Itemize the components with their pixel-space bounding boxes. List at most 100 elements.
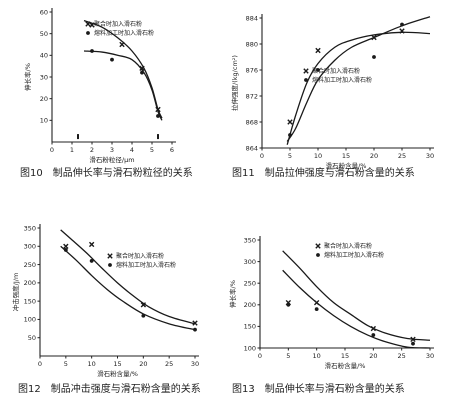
series-line-1 xyxy=(60,229,196,325)
chart-panel-4: 0 5 10 15 20 25 30 100 150 200 250 300 350 滑石粉含量/% 伸长率… xyxy=(228,236,434,395)
data-point xyxy=(77,134,79,140)
x-tick-label: 10 xyxy=(314,152,322,160)
y-tick-label: 50 xyxy=(40,30,48,38)
x-tick-label: 15 xyxy=(341,352,349,360)
data-point xyxy=(157,134,159,140)
y-tick-label: 864 xyxy=(246,144,258,152)
series-line-1 xyxy=(282,250,431,341)
x-tick-label: 25 xyxy=(165,360,173,368)
data-point-series-2 xyxy=(400,22,404,27)
legend-label-1: 聚合时加入滑石粉 xyxy=(324,242,372,250)
legend-marker-1 xyxy=(303,68,309,74)
y-tick-label: 880 xyxy=(246,40,258,48)
x-tick-label: 25 xyxy=(398,352,406,360)
series-line-2 xyxy=(60,245,196,331)
data-point-series-1 xyxy=(140,302,147,308)
data-point-series-1 xyxy=(119,41,125,48)
x-tick-label: 20 xyxy=(370,152,378,160)
y-tick-label: 350 xyxy=(244,236,256,244)
chart-panel-2: 0 5 10 15 20 25 30 864 868 872 876 880 884 滑石粉含量/% 拉伸强… xyxy=(230,14,434,179)
y-tick-label: 200 xyxy=(244,301,256,309)
data-point-series-1 xyxy=(399,28,405,34)
y-tick-label: 150 xyxy=(244,323,256,331)
chart-panel-1: 0 1 2 3 4 5 6 10 20 30 40 50 60 滑石粉粒径/μm 伸长率/% 聚合时加入滑石粉… xyxy=(20,8,193,179)
data-point-series-1 xyxy=(89,22,95,28)
y-tick-label: 872 xyxy=(246,92,258,100)
y-tick-label: 40 xyxy=(40,52,48,60)
x-tick-label: 15 xyxy=(342,152,350,160)
data-point-series-2 xyxy=(286,302,291,307)
y-tick-label: 30 xyxy=(40,73,48,81)
x-axis-label: 滑石粉含量/% xyxy=(97,369,138,378)
x-tick-label: 0 xyxy=(50,146,54,154)
y-tick-label: 876 xyxy=(246,66,258,74)
y-tick-label: 300 xyxy=(24,243,36,251)
data-point-series-1 xyxy=(370,325,377,332)
x-tick-label: 20 xyxy=(139,360,147,368)
x-tick-label: 0 xyxy=(260,152,264,160)
legend-label-1: 聚合时加入滑石粉 xyxy=(94,20,142,28)
x-tick-label: 5 xyxy=(288,152,292,160)
data-point-series-1 xyxy=(63,243,69,249)
x-axis-label: 滑石粉含量/% xyxy=(326,161,367,170)
series-line-2 xyxy=(286,16,431,142)
y-tick-label: 50 xyxy=(28,334,36,342)
x-axis-label: 滑石粉粒径/μm xyxy=(89,155,134,164)
figure-caption: 图13 制品伸长率与滑石粉含量的关系 xyxy=(232,382,405,395)
y-tick-label: 200 xyxy=(24,279,36,287)
y-axis-label: 拉伸强度/(kg/cm²) xyxy=(230,55,239,111)
legend-marker-1 xyxy=(107,253,113,259)
x-tick-label: 20 xyxy=(369,352,377,360)
figure-caption: 图11 制品拉伸强度与滑石粉含量的关系 xyxy=(232,166,415,179)
legend-label-2: 熔料加工时加入滑石粉 xyxy=(324,251,384,259)
y-tick-label: 868 xyxy=(246,118,258,126)
x-tick-label: 3 xyxy=(110,146,114,154)
data-point-series-2 xyxy=(89,259,94,263)
legend-marker-1 xyxy=(85,21,91,27)
y-tick-label: 20 xyxy=(40,95,48,103)
y-tick-label: 60 xyxy=(40,8,48,16)
x-tick-label: 0 xyxy=(258,352,262,360)
data-point-series-2 xyxy=(90,49,94,53)
data-point-series-2 xyxy=(110,57,114,62)
y-tick-label: 350 xyxy=(24,224,36,232)
data-point-series-2 xyxy=(193,327,197,332)
legend-marker-1 xyxy=(315,243,321,249)
x-tick-label: 1 xyxy=(70,146,74,154)
figure-caption: 图12 制品冲击强度与滑石粉含量的关系 xyxy=(18,382,201,395)
x-tick-label: 5 xyxy=(286,352,290,360)
legend-marker-2 xyxy=(316,253,320,257)
legend-label-1: 聚合时加入滑石粉 xyxy=(116,252,164,260)
data-point-series-2 xyxy=(314,307,319,312)
series-line-1 xyxy=(286,31,431,145)
data-point-series-2 xyxy=(372,55,376,59)
y-axis-label: 伸长率/% xyxy=(23,63,32,91)
data-point-series-1 xyxy=(410,336,416,343)
x-tick-label: 2 xyxy=(90,146,94,154)
data-point-series-1 xyxy=(88,241,95,248)
data-point-series-1 xyxy=(192,320,198,326)
x-tick-label: 30 xyxy=(191,360,199,368)
y-tick-label: 10 xyxy=(40,117,48,125)
data-point-series-2 xyxy=(156,114,160,118)
y-tick-label: 300 xyxy=(244,258,256,266)
y-tick-label: 250 xyxy=(244,280,256,288)
legend-label-2: 熔料加工时加入滑石粉 xyxy=(116,261,176,269)
y-tick-label: 150 xyxy=(24,297,36,305)
y-tick-label: 884 xyxy=(246,14,258,22)
legend-marker-2 xyxy=(304,78,308,82)
data-point-series-2 xyxy=(371,333,376,337)
y-axis-label: 冲击强度/J/m xyxy=(11,273,20,312)
x-tick-label: 10 xyxy=(88,360,96,368)
data-point-series-2 xyxy=(288,133,292,137)
x-tick-label: 30 xyxy=(426,152,434,160)
x-tick-label: 5 xyxy=(64,360,68,368)
legend-marker-2 xyxy=(108,263,112,267)
figure-caption: 图10 制品伸长率与滑石粉粒径的关系 xyxy=(20,166,193,179)
x-tick-label: 30 xyxy=(426,352,434,360)
y-axis-label: 伸长率/% xyxy=(228,280,237,308)
data-point-series-2 xyxy=(316,68,320,72)
y-tick-label: 100 xyxy=(24,316,36,324)
chart-panel-3: 0 5 10 15 20 25 30 50 100 150 200 250 300 350 滑石粉含量/% 冲… xyxy=(11,224,201,395)
